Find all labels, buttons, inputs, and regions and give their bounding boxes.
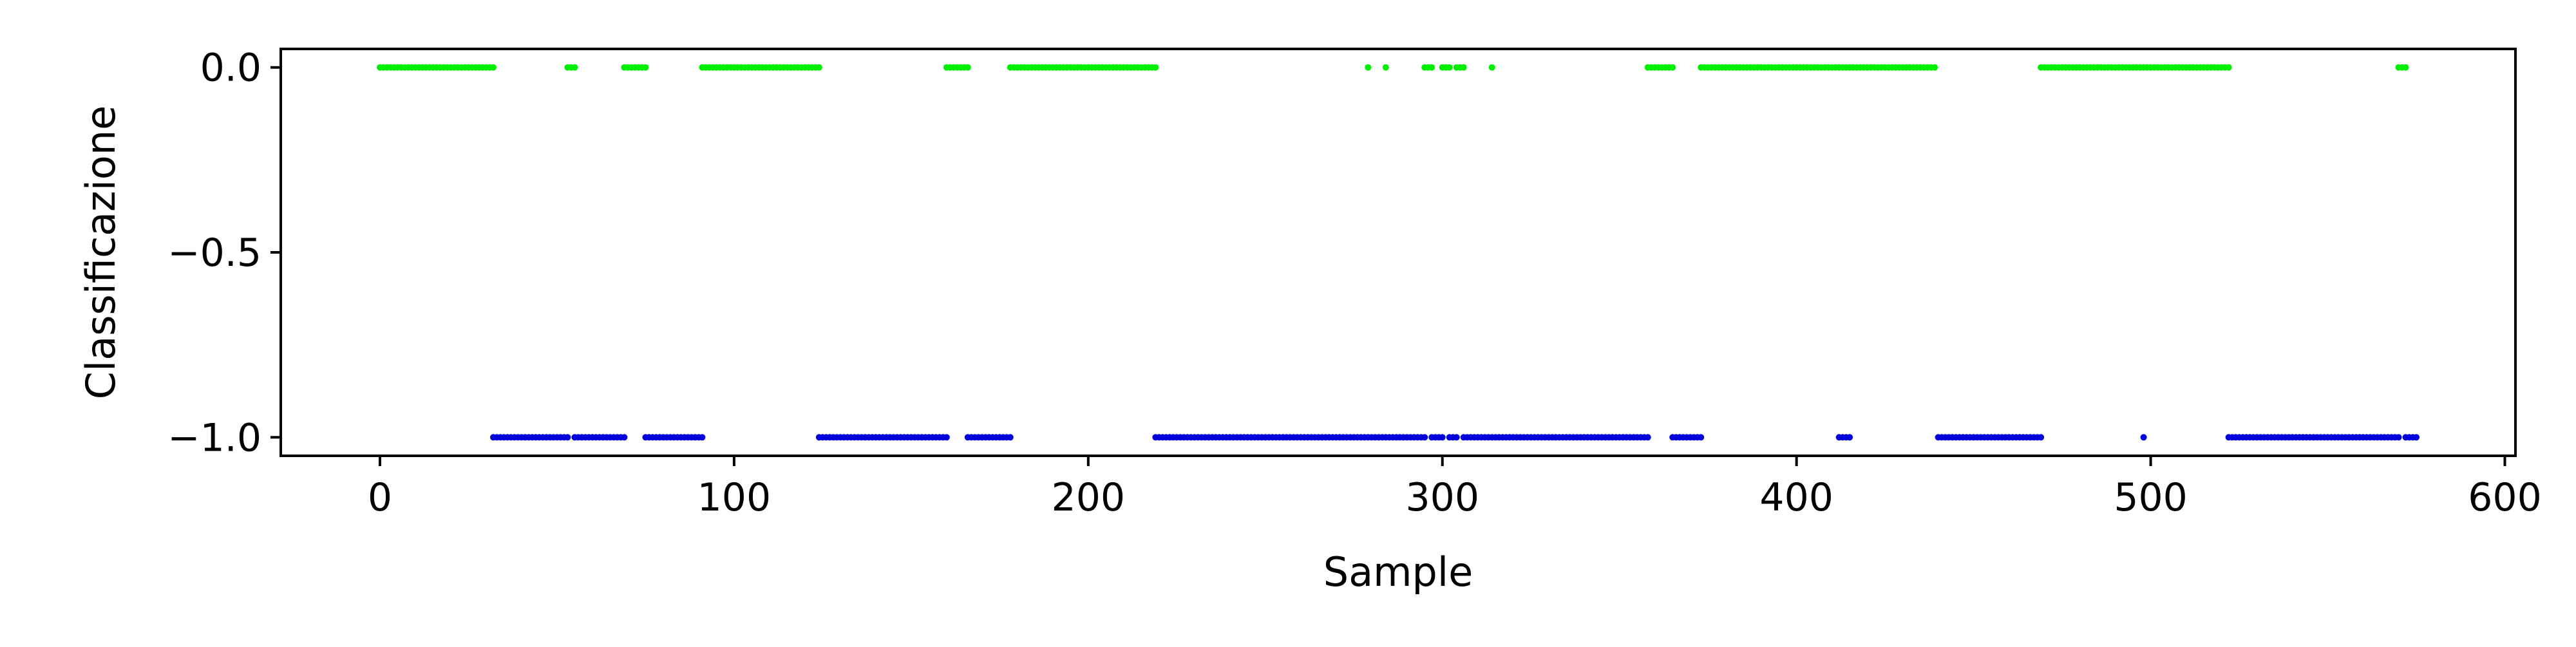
x-tick-label: 300: [1405, 475, 1479, 520]
data-point: [2140, 434, 2147, 441]
series-1: [490, 434, 2420, 441]
series-0: [377, 64, 2409, 71]
x-tick-label: 600: [2468, 475, 2542, 520]
data-point: [1488, 64, 1495, 71]
data-point: [964, 64, 971, 71]
data-point: [1644, 434, 1651, 441]
data-point: [1428, 64, 1435, 71]
y-tick-label: −1.0: [167, 415, 261, 460]
data-point: [1439, 434, 1446, 441]
y-tick-label: −0.5: [167, 230, 261, 276]
data-point: [2413, 434, 2420, 441]
data-point: [2038, 434, 2045, 441]
data-point: [1846, 434, 1853, 441]
data-point: [1421, 434, 1428, 441]
data-point: [1669, 64, 1676, 71]
data-point: [2402, 64, 2409, 71]
y-axis-label: Classificazione: [77, 106, 124, 400]
plot-frame: [279, 48, 2517, 457]
x-tick-label: 400: [1759, 475, 1833, 520]
data-point: [1453, 434, 1460, 441]
data-point: [1446, 64, 1453, 71]
data-point: [621, 434, 628, 441]
data-point: [1152, 64, 1159, 71]
x-tick-label: 500: [2114, 475, 2188, 520]
data-point: [571, 64, 578, 71]
x-tick-label: 0: [368, 475, 392, 520]
data-point: [1007, 434, 1014, 441]
data-point: [2225, 64, 2232, 71]
data-point: [1365, 64, 1372, 71]
x-axis-label: Sample: [1323, 549, 1473, 595]
data-point: [699, 434, 706, 441]
data-point: [1460, 64, 1467, 71]
y-tick-label: 0.0: [200, 46, 261, 91]
data-point: [1698, 434, 1705, 441]
data-point: [564, 434, 571, 441]
data-point: [1931, 64, 1938, 71]
data-point: [490, 64, 497, 71]
data-point: [815, 64, 822, 71]
y-axis: 0.0 −0.5 −1.0: [167, 46, 281, 460]
data-point: [1382, 64, 1389, 71]
x-axis: 0 100 200 300 400 500 600: [368, 456, 2542, 520]
data-point: [642, 64, 649, 71]
data-point: [2395, 434, 2402, 441]
data-point: [943, 434, 950, 441]
data-points: [377, 64, 2420, 441]
x-tick-label: 200: [1052, 475, 1126, 520]
x-tick-label: 100: [697, 475, 772, 520]
